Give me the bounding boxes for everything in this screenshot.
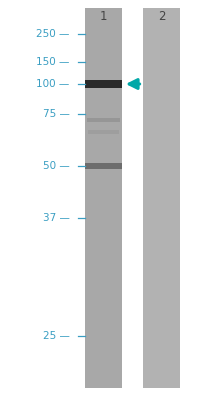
Text: 37 —: 37 —	[43, 213, 69, 223]
Bar	[143, 8, 180, 388]
Text: 75 —: 75 —	[43, 109, 69, 119]
Text: 100 —: 100 —	[36, 79, 69, 89]
Bar	[85, 8, 121, 388]
Text: 50 —: 50 —	[43, 161, 69, 171]
Bar	[85, 163, 121, 169]
Text: 2: 2	[157, 10, 165, 23]
Text: 25 —: 25 —	[43, 331, 69, 341]
Bar	[85, 80, 121, 88]
Bar	[87, 118, 119, 122]
Text: 1: 1	[99, 10, 107, 23]
Text: 250 —: 250 —	[36, 29, 69, 39]
Text: 150 —: 150 —	[36, 57, 69, 67]
Bar	[88, 130, 118, 134]
